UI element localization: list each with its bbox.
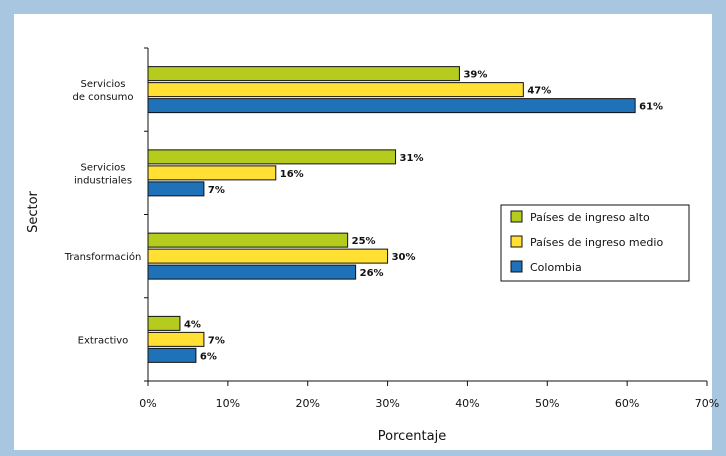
category-label-line: Servicios xyxy=(81,162,126,173)
legend-label-colombia: Colombia xyxy=(530,261,582,274)
bar-value-label: 47% xyxy=(527,86,551,97)
bar-layer xyxy=(147,66,636,363)
x-tick-label: 10% xyxy=(216,397,240,410)
x-tick-label: 20% xyxy=(295,397,319,410)
bar-value-label: 4% xyxy=(184,319,201,330)
bar xyxy=(147,98,636,114)
bar-value-label: 39% xyxy=(463,70,487,81)
category-label: Servicios industriales xyxy=(74,162,132,186)
bar-value-label: 30% xyxy=(392,252,416,263)
bar xyxy=(147,232,349,248)
x-tick-label: 0% xyxy=(139,397,156,410)
bar xyxy=(147,264,357,280)
legend-swatch-medio xyxy=(510,235,523,248)
x-tick-label: 40% xyxy=(455,397,479,410)
category-label: Extractivo xyxy=(78,335,129,346)
bar xyxy=(147,315,181,331)
bar xyxy=(147,82,524,98)
legend-box xyxy=(500,204,690,282)
category-label-line: de consumo xyxy=(72,92,133,103)
bar xyxy=(147,181,205,197)
y-axis-title: Sector xyxy=(26,190,41,232)
bar xyxy=(147,331,205,347)
legend-swatch-alto xyxy=(510,210,523,223)
category-label-line: industriales xyxy=(74,175,132,186)
legend-swatch-colombia xyxy=(510,260,523,273)
bar-value-label: 7% xyxy=(208,185,225,196)
category-label-line: Extractivo xyxy=(78,335,129,346)
bar xyxy=(147,149,397,165)
category-label-line: Transformación xyxy=(64,251,142,263)
bar xyxy=(147,347,197,363)
x-tick-label: 30% xyxy=(375,397,399,410)
bar-value-label: 6% xyxy=(200,351,217,362)
bar xyxy=(147,66,460,82)
x-tick-label: 50% xyxy=(535,397,559,410)
legend: Países de ingreso alto Países de ingreso… xyxy=(500,204,690,282)
bar xyxy=(147,165,277,181)
x-axis-title: Porcentaje xyxy=(378,429,446,444)
x-tick-label: 60% xyxy=(615,397,639,410)
category-label-line: Servicios xyxy=(81,79,126,90)
bar-value-label: 16% xyxy=(280,169,304,180)
bar-value-label: 25% xyxy=(352,236,376,247)
legend-label-alto: Países de ingreso alto xyxy=(530,211,650,224)
x-tick-label: 70% xyxy=(695,397,719,410)
bar-value-label: 61% xyxy=(639,102,663,113)
category-label: Servicios de consumo xyxy=(72,79,133,103)
bar-value-label: 31% xyxy=(400,153,424,164)
bar xyxy=(147,248,389,264)
bar-value-label: 7% xyxy=(208,335,225,346)
bar-value-label: 26% xyxy=(360,268,384,279)
label-layer: 0% 10% 20% 30% 40% 50% 60% 70% Servicios de consu… xyxy=(64,70,720,410)
category-label: Transformación xyxy=(64,251,142,263)
legend-label-medio: Países de ingreso medio xyxy=(530,236,663,249)
